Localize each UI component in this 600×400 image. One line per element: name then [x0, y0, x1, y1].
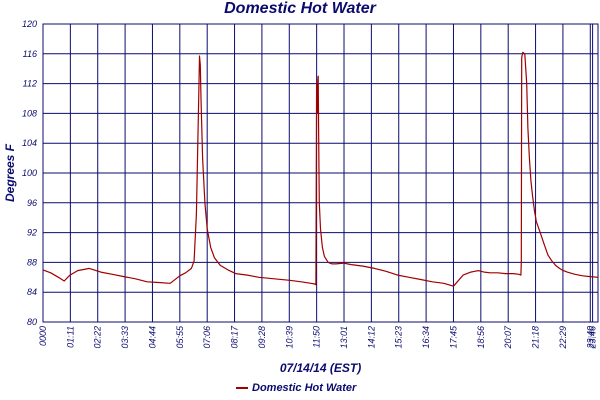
x-tick-label: 02:22 — [93, 326, 103, 349]
y-tick-label: 116 — [23, 49, 37, 59]
x-tick-label: 21:18 — [531, 326, 541, 350]
x-tick-label: 09:28 — [257, 326, 267, 349]
legend: Domestic Hot Water — [236, 382, 356, 394]
y-tick-label: 96 — [27, 198, 37, 208]
legend-swatch — [236, 387, 248, 389]
y-tick-label: 92 — [27, 228, 37, 238]
series-line-domestic-hot-water — [42, 51, 599, 287]
chart-title: Domestic Hot Water — [224, 0, 376, 17]
y-tick-label: 84 — [27, 287, 37, 297]
x-tick-label: 05:55 — [175, 325, 185, 349]
x-tick-label: 17:45 — [448, 325, 458, 349]
y-tick-label: 88 — [27, 257, 37, 267]
x-tick-label: 18:56 — [476, 326, 486, 349]
x-tick-label: 03:33 — [120, 326, 130, 349]
x-tick-label: 11:50 — [312, 326, 322, 348]
x-tick-label: 0000 — [38, 326, 48, 346]
x-tick-label: 16:34 — [421, 326, 431, 349]
y-axis-title: Degrees F — [3, 143, 17, 202]
legend-label: Domestic Hot Water — [252, 382, 357, 394]
y-tick-label: 80 — [27, 317, 37, 327]
y-tick-label: 104 — [22, 138, 37, 148]
x-axis-title: 07/14/14 (EST) — [280, 361, 361, 375]
x-tick-label: 07:06 — [202, 326, 212, 349]
x-tick-label: 22:29 — [558, 326, 568, 350]
x-tick-label: 20:07 — [503, 325, 513, 350]
x-tick-label: 15:23 — [394, 326, 404, 349]
y-tick-label: 100 — [22, 168, 37, 178]
x-tick-label: 23:40 — [585, 326, 595, 350]
x-tick-label: 01:11 — [65, 326, 75, 348]
y-tick-label: 120 — [22, 19, 37, 29]
x-tick-label: 23:46 — [588, 326, 598, 350]
x-tick-label: 13:01 — [339, 326, 349, 349]
x-tick-label: 14:12 — [366, 326, 376, 349]
y-tick-label: 112 — [23, 79, 37, 89]
x-tick-label: 04:44 — [147, 326, 157, 349]
y-tick-label: 108 — [22, 108, 37, 118]
x-tick-label: 10:39 — [284, 326, 294, 349]
x-tick-label: 08:17 — [230, 325, 240, 349]
